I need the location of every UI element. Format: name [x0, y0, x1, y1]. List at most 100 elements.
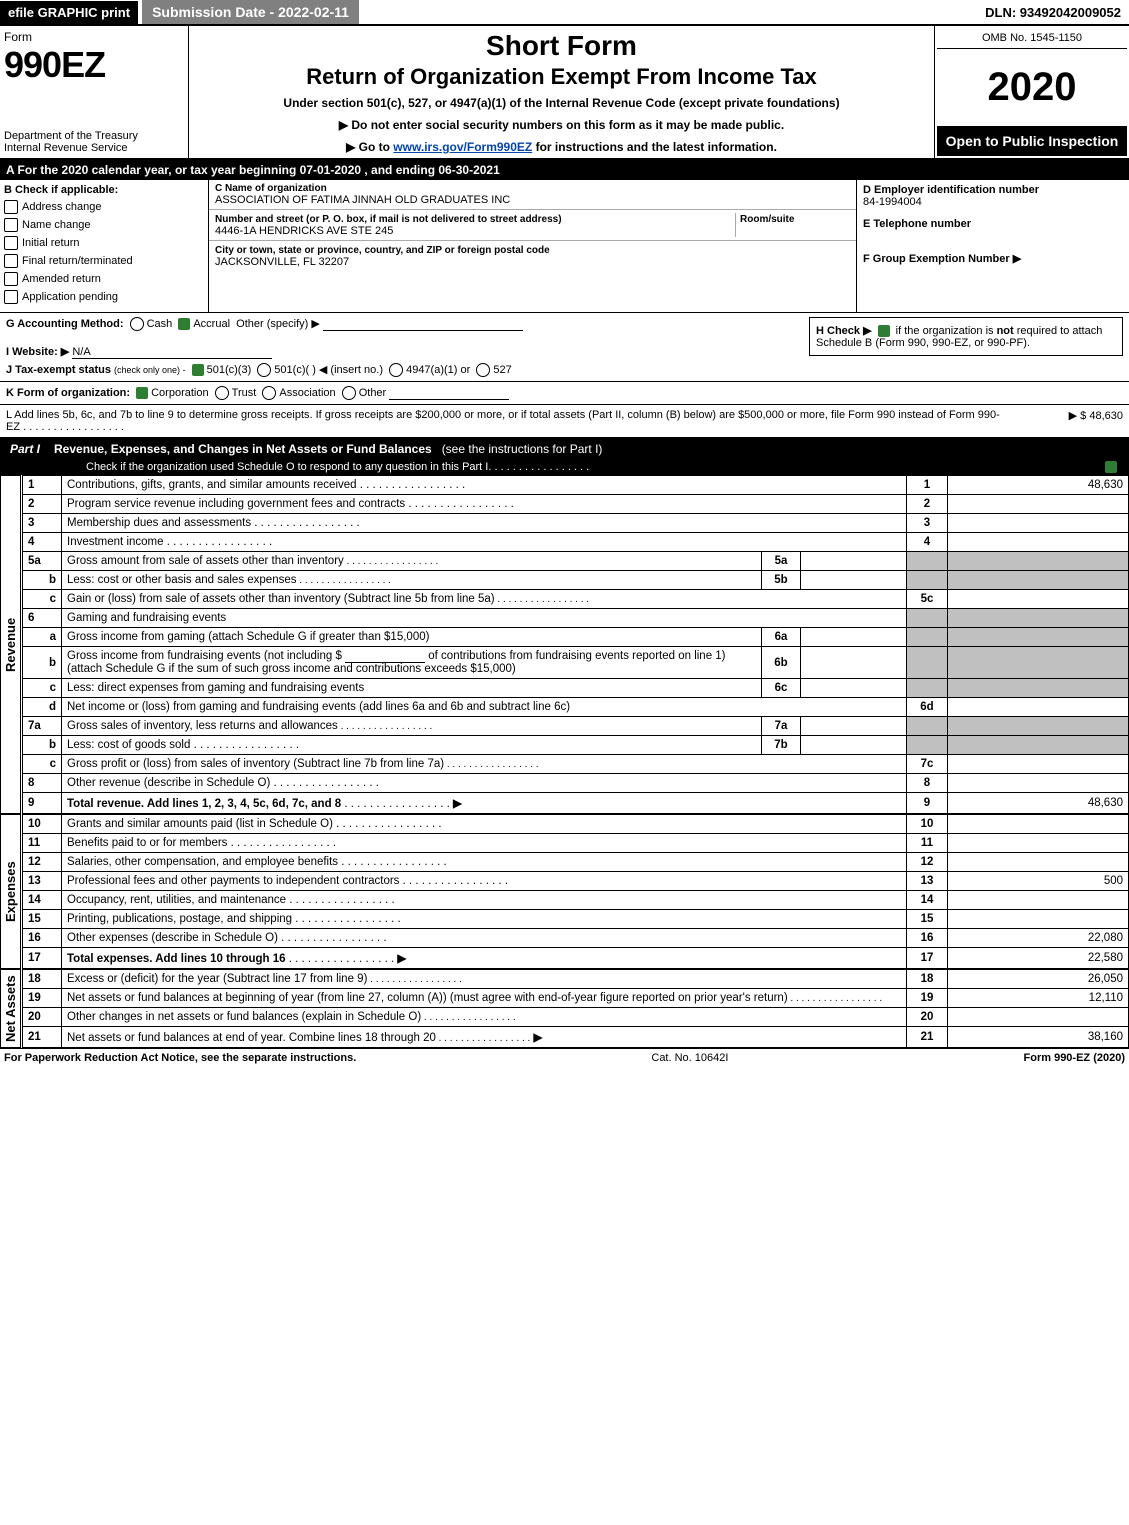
- l5c-ref: 5c: [907, 590, 948, 609]
- goto-prefix: ▶ Go to: [346, 140, 393, 154]
- l21-num: 21: [23, 1027, 62, 1048]
- l2-ref: 2: [907, 495, 948, 514]
- check-association[interactable]: [262, 386, 276, 400]
- l6c-num: c: [23, 679, 62, 698]
- l8-desc: Other revenue (describe in Schedule O): [67, 777, 270, 789]
- check-501c[interactable]: [257, 363, 271, 377]
- h-not: not: [997, 325, 1014, 337]
- l6-desc: Gaming and fundraising events: [62, 609, 907, 628]
- l8-num: 8: [23, 774, 62, 793]
- line-9: 9 Total revenue. Add lines 1, 2, 3, 4, 5…: [23, 793, 1129, 814]
- check-trust[interactable]: [215, 386, 229, 400]
- l14-desc: Occupancy, rent, utilities, and maintena…: [67, 894, 286, 906]
- l19-ref: 19: [907, 989, 948, 1008]
- dots-filler: [297, 575, 391, 586]
- gray-cell: [948, 628, 1129, 647]
- l7c-ref: 7c: [907, 755, 948, 774]
- l5b-desc: Less: cost or other basis and sales expe…: [67, 574, 297, 586]
- gray-cell: [907, 679, 948, 698]
- street-label: Number and street (or P. O. box, if mail…: [215, 214, 562, 225]
- irs-link[interactable]: www.irs.gov/Form990EZ: [393, 140, 532, 154]
- line-5b: b Less: cost or other basis and sales ex…: [23, 571, 1129, 590]
- label-application-pending: Application pending: [22, 291, 118, 303]
- label-501c3: 501(c)(3): [207, 364, 252, 376]
- gray-cell: [907, 609, 948, 628]
- arrow-icon: [530, 1032, 542, 1044]
- line-6b: b Gross income from fundraising events (…: [23, 647, 1129, 679]
- dots-filler: [436, 1033, 530, 1044]
- l15-amount: [948, 910, 1129, 929]
- l16-desc: Other expenses (describe in Schedule O): [67, 932, 278, 944]
- l-text: L Add lines 5b, 6c, and 7b to line 9 to …: [6, 409, 1003, 433]
- header-right: OMB No. 1545-1150 2020 Open to Public In…: [935, 26, 1129, 158]
- l16-ref: 16: [907, 929, 948, 948]
- box-b-check-if-applicable: B Check if applicable: Address change Na…: [0, 180, 209, 312]
- dots-filler: [399, 875, 508, 887]
- l6a-num: a: [23, 628, 62, 647]
- website-field[interactable]: N/A: [72, 346, 272, 359]
- box-c-org-info: C Name of organization ASSOCIATION OF FA…: [209, 180, 857, 312]
- line-19: 19Net assets or fund balances at beginni…: [23, 989, 1129, 1008]
- l9-ref: 9: [907, 793, 948, 814]
- l11-ref: 11: [907, 834, 948, 853]
- line-13: 13Professional fees and other payments t…: [23, 872, 1129, 891]
- other-specify-field[interactable]: [323, 318, 523, 331]
- radio-cash[interactable]: [130, 317, 144, 331]
- l18-ref: 18: [907, 970, 948, 989]
- l12-num: 12: [23, 853, 62, 872]
- l7c-desc: Gross profit or (loss) from sales of inv…: [67, 758, 444, 770]
- checkbox-address-change[interactable]: [4, 200, 18, 214]
- other-field[interactable]: [389, 387, 509, 400]
- check-other[interactable]: [342, 386, 356, 400]
- check-501c3-checked[interactable]: [192, 364, 204, 376]
- l20-desc: Other changes in net assets or fund bala…: [67, 1011, 421, 1023]
- telephone-value: [863, 230, 1123, 242]
- l14-ref: 14: [907, 891, 948, 910]
- l7c-num: c: [23, 755, 62, 774]
- l10-amount: [948, 815, 1129, 834]
- l6d-num: d: [23, 698, 62, 717]
- l6b-dollar-field[interactable]: [345, 650, 425, 663]
- l6d-desc: Net income or (loss) from gaming and fun…: [62, 698, 907, 717]
- city-label: City or town, state or province, country…: [215, 245, 550, 256]
- form-header: Form 990EZ Department of the Treasury In…: [0, 26, 1129, 160]
- l16-amount: 22,080: [948, 929, 1129, 948]
- checkbox-name-change[interactable]: [4, 218, 18, 232]
- ein-value: 84-1994004: [863, 196, 1123, 208]
- dots-filler: [367, 974, 461, 985]
- line-16: 16 Other expenses (describe in Schedule O…: [23, 929, 1129, 948]
- l-text-content: L Add lines 5b, 6c, and 7b to line 9 to …: [6, 409, 1000, 433]
- l7c-amount: [948, 755, 1129, 774]
- l6b-desc: Gross income from fundraising events (no…: [62, 647, 762, 679]
- dots-filler: [227, 837, 336, 849]
- l12-ref: 12: [907, 853, 948, 872]
- check-corporation-checked[interactable]: [136, 387, 148, 399]
- checkbox-application-pending[interactable]: [4, 290, 18, 304]
- l6c-desc: Less: direct expenses from gaming and fu…: [62, 679, 762, 698]
- part-i-num: Part I: [0, 439, 50, 459]
- efile-print-label[interactable]: efile GRAPHIC print: [0, 1, 138, 24]
- short-form-title: Short Form: [195, 30, 928, 62]
- check-4947[interactable]: [389, 363, 403, 377]
- l3-amount: [948, 514, 1129, 533]
- city-state-zip: JACKSONVILLE, FL 32207: [215, 256, 349, 268]
- checkbox-initial-return[interactable]: [4, 236, 18, 250]
- part-i-header: Part I Revenue, Expenses, and Changes in…: [0, 439, 1129, 459]
- label-501c-insert: 501(c)( ) ◀ (insert no.): [274, 364, 383, 376]
- radio-accrual-checked[interactable]: [178, 318, 190, 330]
- checkbox-amended-return[interactable]: [4, 272, 18, 286]
- entity-info-block: B Check if applicable: Address change Na…: [0, 180, 1129, 313]
- l1-amount: 48,630: [948, 476, 1129, 495]
- label-cash: Cash: [147, 318, 173, 330]
- line-18: 18Excess or (deficit) for the year (Subt…: [23, 970, 1129, 989]
- l5b-num: b: [23, 571, 62, 590]
- h-check-filled[interactable]: [878, 325, 890, 337]
- line-1: 1 Contributions, gifts, grants, and simi…: [23, 476, 1129, 495]
- l3-ref: 3: [907, 514, 948, 533]
- l4-desc: Investment income: [67, 536, 164, 548]
- check-527[interactable]: [476, 363, 490, 377]
- checkbox-final-return[interactable]: [4, 254, 18, 268]
- website-value: N/A: [72, 346, 90, 358]
- schedule-o-checkbox-checked[interactable]: [1105, 461, 1117, 473]
- i-website: I Website: ▶ N/A: [6, 345, 809, 359]
